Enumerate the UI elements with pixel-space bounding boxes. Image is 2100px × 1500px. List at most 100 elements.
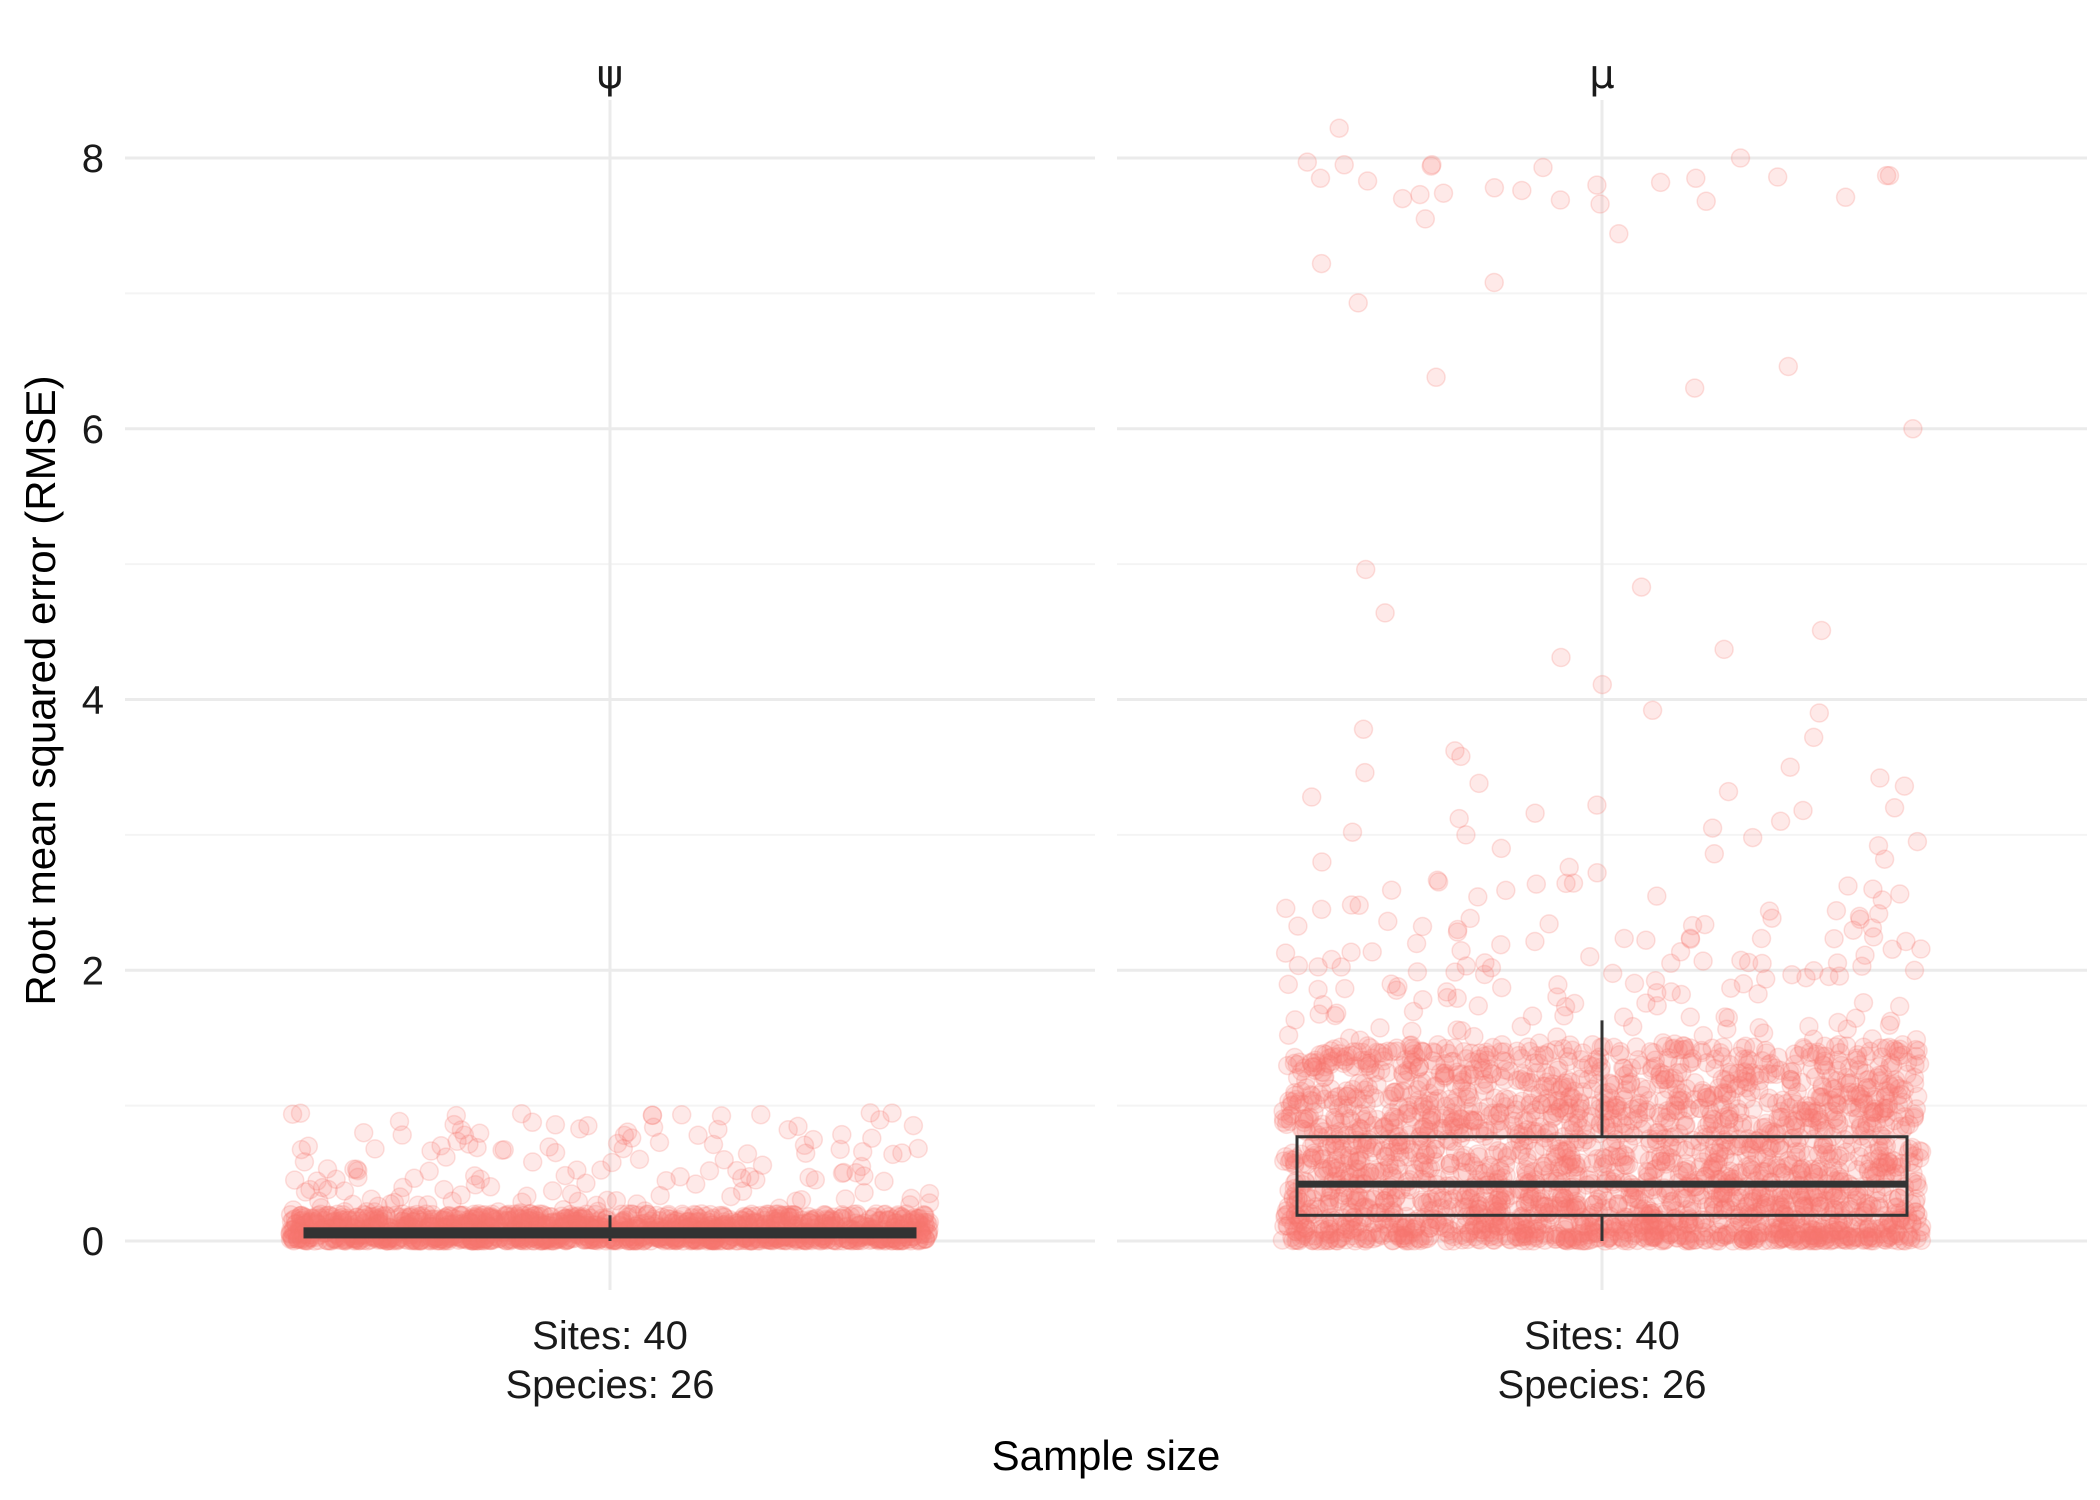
jitter-point (875, 1204, 895, 1225)
jitter-point (741, 1204, 762, 1224)
jitter-point (830, 1139, 850, 1160)
y-tick-label: 8 (82, 137, 104, 181)
jitter-point (1297, 152, 1318, 172)
jitter-point (385, 1205, 406, 1226)
jitter-point (1736, 1145, 1757, 1165)
jitter-point (1684, 378, 1705, 398)
jitter-point (290, 1206, 311, 1226)
jitter-point (1844, 1109, 1864, 1129)
jitter-point (1590, 194, 1610, 214)
jitter-point (1819, 966, 1839, 987)
jitter-point (524, 1206, 545, 1226)
jitter-point (1326, 1003, 1347, 1023)
jitter-point (1862, 918, 1883, 938)
jitter-point (310, 1204, 331, 1225)
jitter-point (365, 1139, 385, 1159)
jitter-point (281, 1220, 301, 1240)
jitter-point (414, 1208, 435, 1229)
jitter-point (1613, 1007, 1634, 1027)
jitter-point (721, 1186, 741, 1207)
jitter-point (436, 1147, 456, 1167)
jitter-point (1614, 1145, 1635, 1165)
jitter-point (472, 1205, 493, 1226)
jitter-point (1780, 757, 1800, 777)
jitter-point (576, 1173, 596, 1194)
jitter-point (1767, 167, 1788, 187)
jitter-point (623, 1204, 643, 1225)
jitter-point (1631, 577, 1652, 597)
jitter-point (713, 1205, 733, 1226)
jitter-point (373, 1206, 393, 1227)
jitter-point (1491, 934, 1511, 955)
jitter-point (1406, 933, 1427, 954)
jitter-point (915, 1229, 936, 1249)
jitter-point (773, 1205, 793, 1225)
y-axis-title: Root mean squared error (RMSE) (17, 375, 64, 1005)
jitter-point (752, 1155, 773, 1175)
jitter-point (1469, 773, 1489, 794)
jitter-point (526, 1205, 546, 1225)
jitter-point (1799, 1016, 1819, 1037)
jitter-point (1382, 1163, 1402, 1184)
jitter-point (464, 1166, 485, 1186)
jitter-point (290, 1205, 311, 1226)
jitter-point (480, 1206, 501, 1226)
jitter-point (919, 1220, 939, 1240)
jitter-point (1407, 962, 1428, 982)
jitter-point (1491, 838, 1512, 859)
jitter-point (1592, 674, 1613, 695)
jitter-point (1445, 962, 1465, 982)
jitter-point (1439, 1224, 1459, 1245)
jitter-point (348, 1167, 368, 1188)
jitter-point (1410, 184, 1430, 205)
jitter-point (1800, 1229, 1821, 1250)
jitter-point (1759, 901, 1780, 921)
jitter-point (1393, 1225, 1414, 1246)
jitter-point (498, 1204, 519, 1225)
jitter-point (915, 1215, 936, 1236)
jitter-point (494, 1140, 514, 1160)
jitter-point (814, 1205, 834, 1225)
jitter-point (759, 1206, 779, 1227)
jitter-point (1462, 1110, 1483, 1131)
jitter-point (408, 1206, 429, 1227)
jitter-point (1650, 172, 1671, 193)
jitter-point (1854, 1093, 1874, 1114)
jitter-point (1674, 1036, 1694, 1057)
jitter-point (673, 1206, 694, 1227)
jitter-point (1276, 898, 1296, 919)
x-axis-title: Sample size (992, 1432, 1221, 1479)
jitter-point (1334, 1105, 1355, 1126)
jitter-point (1331, 957, 1351, 977)
jitter-point (791, 1190, 812, 1210)
jitter-point (284, 1170, 305, 1190)
jitter-point (1721, 978, 1741, 998)
jitter-point (658, 1204, 679, 1225)
jitter-point (1525, 1226, 1545, 1246)
jitter-point (1415, 209, 1436, 229)
jitter-point (1782, 1071, 1802, 1091)
jitter-point (1539, 914, 1559, 934)
jitter-point (687, 1207, 708, 1228)
jitter-point (1362, 942, 1382, 962)
jitter-point (915, 1205, 935, 1225)
jitter-point (901, 1188, 921, 1209)
jitter-point (799, 1167, 819, 1188)
jitter-point (1375, 1146, 1395, 1166)
jitter-point (1735, 1036, 1756, 1057)
jitter-point (475, 1205, 495, 1225)
jitter-point (1288, 916, 1308, 936)
jitter-point (451, 1120, 472, 1140)
jitter-point (1533, 157, 1553, 178)
jitter-point (915, 1229, 935, 1249)
jitter-point (511, 1103, 532, 1124)
jitter-point (784, 1205, 804, 1225)
jitter-point (1636, 930, 1656, 950)
jitter-point (384, 1192, 405, 1213)
jitter-point (908, 1138, 928, 1159)
jitter-point (287, 1229, 308, 1250)
jitter-point (618, 1207, 638, 1227)
jitter-point (1347, 1228, 1368, 1249)
jitter-point (1560, 1035, 1580, 1055)
jitter-point (866, 1204, 886, 1224)
